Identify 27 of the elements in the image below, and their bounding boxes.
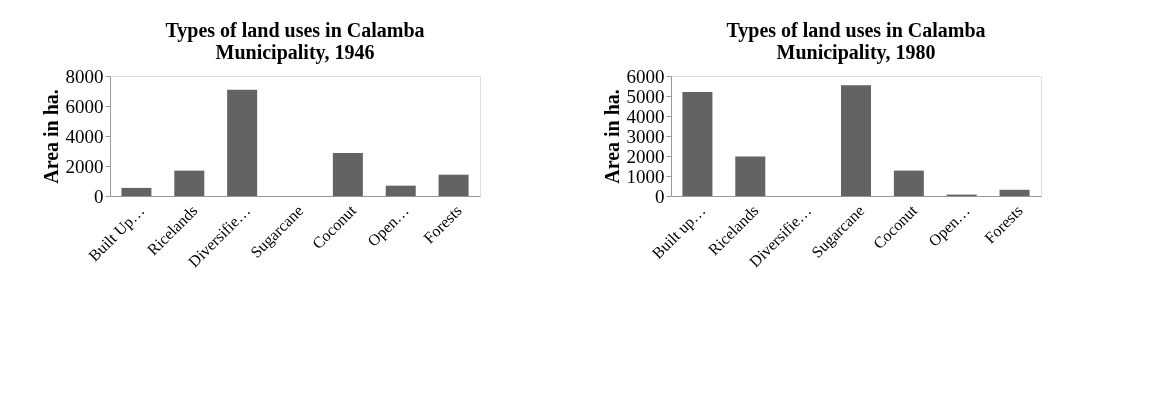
y-tick-label: 2000 <box>626 145 665 167</box>
bar <box>174 170 205 196</box>
bar <box>332 152 363 196</box>
bar <box>385 185 416 196</box>
bar <box>735 156 766 196</box>
y-axis-title: Area in ha. <box>39 89 62 184</box>
y-axis-title: Area in ha. <box>600 89 623 184</box>
y-tick-label: 3000 <box>626 125 665 147</box>
bar <box>227 89 258 196</box>
chart-title: Types of land uses in Calamba Municipality, 1946 <box>165 19 425 64</box>
y-tick-label: 0 <box>655 185 665 207</box>
y-tick-label: 6000 <box>65 95 104 117</box>
y-tick-label: 6000 <box>626 65 665 87</box>
y-tick-label: 0 <box>94 185 104 207</box>
bar <box>682 92 713 196</box>
y-tick-label: 4000 <box>626 105 665 127</box>
bar <box>841 85 871 196</box>
y-tick-label: 1000 <box>626 165 665 187</box>
bar <box>121 187 152 196</box>
chart-title: Types of land uses in Calamba Municipality, 1980 <box>726 19 986 64</box>
y-tick-label: 5000 <box>626 85 665 107</box>
bar <box>438 174 469 196</box>
y-tick-label: 2000 <box>65 155 104 177</box>
bar <box>999 189 1030 196</box>
y-tick-label: 4000 <box>65 125 104 147</box>
y-tick-label: 8000 <box>65 65 104 87</box>
bar <box>893 170 924 196</box>
